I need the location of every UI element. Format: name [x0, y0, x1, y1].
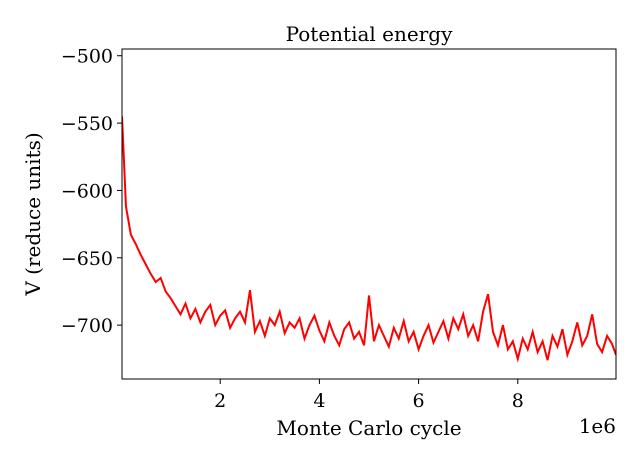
- x-tick-label: 4: [313, 390, 325, 412]
- y-tick-label: −650: [61, 248, 113, 270]
- y-tick-label: −500: [61, 46, 113, 68]
- x-axis-label: Monte Carlo cycle: [276, 416, 461, 440]
- y-axis-label: V (reduce units): [21, 132, 45, 296]
- y-tick-label: −600: [61, 180, 113, 202]
- plot-frame: [121, 48, 617, 380]
- y-tick-label: −700: [61, 315, 113, 337]
- x-offset-label: 1e6: [579, 414, 616, 438]
- y-tick-label: −550: [61, 113, 113, 135]
- chart-title: Potential energy: [286, 22, 453, 46]
- x-tick-label: 8: [512, 390, 524, 412]
- data-line: [122, 116, 616, 363]
- x-tick-label: 2: [214, 390, 226, 412]
- x-tick-label: 6: [413, 390, 425, 412]
